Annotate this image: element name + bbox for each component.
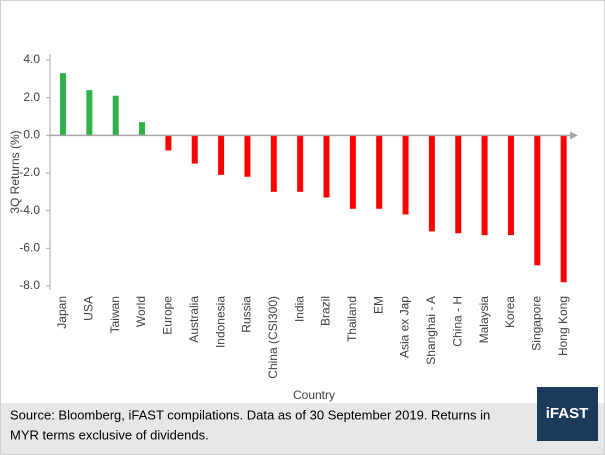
x-axis-arrow: [570, 131, 578, 140]
bar: [560, 135, 567, 283]
source: MYR terms exclusive of dividends.: [10, 427, 209, 442]
bar: [507, 135, 514, 236]
x-tick-label: Europe: [161, 296, 175, 335]
logo-box: [537, 387, 598, 441]
x-tick-label: World: [134, 296, 148, 327]
bar: [428, 135, 435, 232]
x-tick-label: Indonesia: [213, 296, 227, 348]
y-tick-label: -2.0: [19, 165, 40, 179]
y-tick-label: 2.0: [23, 90, 40, 104]
source: Source: Bloomberg, iFAST compilations. D…: [10, 407, 490, 422]
x-tick-label: Taiwan: [108, 296, 122, 333]
bar: [376, 135, 383, 209]
y-tick-label: -6.0: [19, 241, 40, 255]
x-tick-label: China (CSI300): [266, 296, 280, 379]
x-tick-label: Malaysia: [477, 296, 491, 344]
x-tick-label: Asia ex Jap: [398, 296, 412, 358]
x-tick-label: Russia: [240, 296, 254, 333]
bar: [218, 135, 225, 175]
bar: [86, 90, 93, 136]
x-tick-label: Japan: [55, 296, 69, 329]
y-tick-label: -4.0: [19, 203, 40, 217]
x-tick-label: Singapore: [529, 296, 543, 351]
y-tick-label: -8.0: [19, 278, 40, 292]
bar: [244, 135, 251, 177]
bar: [297, 135, 304, 192]
x-tick-label: China - H: [450, 296, 464, 347]
bar: [323, 135, 330, 198]
logo: iFAST: [546, 405, 589, 422]
x-tick-label: Korea: [503, 296, 517, 328]
x-tick-label: India: [292, 296, 306, 322]
bar: [349, 135, 356, 209]
bar: [165, 135, 172, 151]
y-tick-label: 4.0: [23, 52, 40, 66]
bar: [60, 73, 66, 136]
x-tick-label: USA: [82, 296, 96, 321]
x-tick-label: Brazil: [319, 296, 333, 326]
bar: [270, 135, 277, 192]
x-tick-label: Thailand: [345, 296, 359, 342]
x-tick-label: EM: [371, 296, 385, 314]
x-tick-label: Australia: [187, 296, 201, 343]
bar: [455, 135, 462, 234]
bar: [402, 135, 409, 215]
y-tick-label: 0.0: [23, 128, 40, 142]
x-tick-label: Shanghai - A: [424, 296, 438, 365]
footer: [1, 403, 604, 454]
x-tick-label: Hong Kong: [556, 296, 570, 356]
x-axis-title: Country: [293, 388, 335, 402]
bar: [139, 122, 146, 136]
y-axis-title: 3Q Returns (%): [8, 130, 22, 213]
bar: [534, 135, 541, 266]
bar: [481, 135, 488, 236]
bar: [112, 95, 119, 136]
bar: [191, 135, 198, 164]
